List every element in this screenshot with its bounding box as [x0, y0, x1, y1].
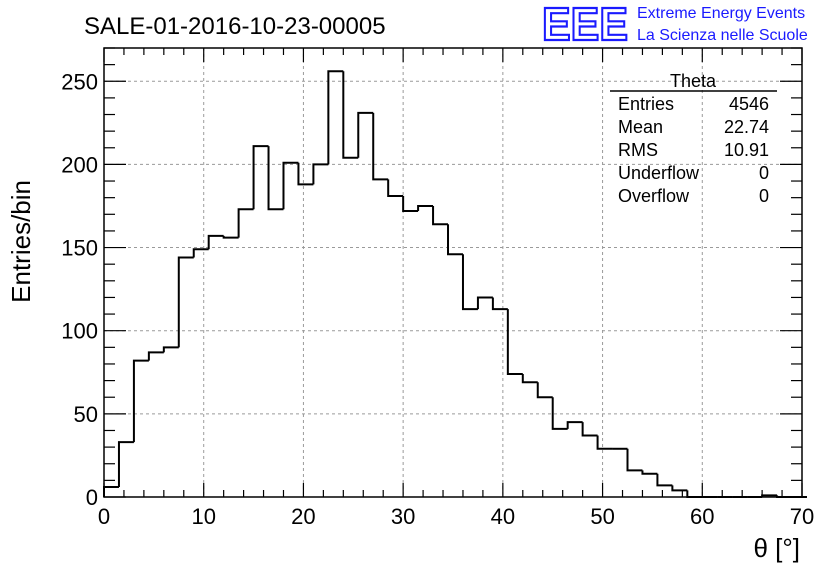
- grid-lines: [104, 48, 802, 497]
- stats-label-0: Entries: [618, 94, 674, 114]
- histogram-bin-32: [581, 422, 598, 437]
- x-tick-label-5: 50: [590, 504, 614, 529]
- histogram-bin-22: [432, 205, 449, 226]
- histogram-bin-7: [207, 234, 224, 250]
- x-tick-label-6: 60: [690, 504, 714, 529]
- stats-label-2: RMS: [618, 140, 658, 160]
- stats-label-1: Mean: [618, 117, 663, 137]
- x-axis-title: θ [°]: [753, 533, 800, 563]
- histogram-bin-10: [252, 145, 269, 210]
- stats-value-2: 10.91: [724, 140, 769, 160]
- x-tick-label-7: 70: [790, 504, 814, 529]
- stats-value-3: 0: [759, 163, 769, 183]
- x-tick-label-4: 40: [491, 504, 515, 529]
- histogram-bin-2: [132, 359, 149, 443]
- histogram-bin-31: [566, 421, 583, 429]
- histogram-bin-35: [626, 448, 643, 472]
- histogram-bin-0: [103, 486, 119, 497]
- histogram-bin-26: [491, 297, 508, 311]
- histogram-bin-24: [461, 254, 478, 311]
- histogram: [103, 70, 807, 498]
- logo-line-1: Extreme Energy Events: [637, 5, 805, 22]
- histogram-bin-23: [447, 224, 463, 256]
- y-tick-label-2: 100: [61, 319, 98, 344]
- y-tick-label-3: 150: [61, 236, 98, 261]
- histogram-bin-27: [506, 309, 523, 375]
- histogram-bin-12: [282, 161, 299, 210]
- histogram-bin-17: [357, 111, 374, 158]
- stats-box: Theta Entries 4546 Mean 22.74 RMS 10.91 Underf…: [610, 71, 777, 206]
- histogram-bin-11: [267, 146, 284, 211]
- histogram-bin-13: [297, 162, 314, 186]
- histogram-bin-5: [177, 256, 194, 348]
- histogram-bin-14: [312, 163, 329, 185]
- y-tick-label-4: 200: [61, 152, 98, 177]
- stats-label-3: Underflow: [618, 163, 700, 183]
- histogram-bin-21: [417, 204, 434, 211]
- eee-logo: EEE Extreme Energy Events La Scienza nel…: [541, 0, 808, 51]
- y-axis-title: Entries/bin: [6, 180, 36, 303]
- stats-label-4: Overflow: [618, 186, 690, 206]
- stats-value-0: 4546: [729, 94, 769, 114]
- histogram-bin-19: [387, 179, 404, 198]
- axis-ticks: [103, 47, 803, 498]
- histogram-bin-18: [372, 112, 389, 181]
- chart-title: SALE-01-2016-10-23-00005: [84, 13, 386, 40]
- histogram-bin-16: [342, 71, 359, 159]
- histogram-bin-33: [596, 435, 613, 450]
- histogram-bin-30: [551, 397, 568, 430]
- plot-frame: [103, 47, 803, 498]
- histogram-bin-39: [686, 490, 703, 498]
- histogram-bin-28: [521, 373, 538, 384]
- y-tick-label-5: 250: [61, 69, 98, 94]
- stats-rows: Entries 4546 Mean 22.74 RMS 10.91 Underflow 0 Ov…: [618, 94, 769, 206]
- histogram-bin-1: [117, 441, 134, 488]
- tick-labels: 0 10 20 30 40 50 60 70 0 50 100 150 200 250: [61, 69, 814, 529]
- logo-line-2: La Scienza nelle Scuole: [637, 27, 808, 44]
- y-tick-label-0: 0: [86, 485, 98, 510]
- histogram-bin-3: [147, 351, 164, 361]
- histogram-bin-25: [476, 296, 493, 310]
- histogram-bin-4: [162, 346, 179, 353]
- stats-value-1: 22.74: [724, 117, 769, 137]
- histogram-bin-20: [402, 196, 419, 212]
- histogram-bin-6: [192, 248, 209, 258]
- histogram-bin-15: [327, 70, 344, 165]
- histogram-bin-29: [536, 382, 553, 399]
- histogram-bin-37: [656, 473, 673, 487]
- x-tick-label-2: 20: [291, 504, 315, 529]
- logo-mark: EEE: [542, 0, 628, 50]
- x-tick-label-1: 10: [191, 504, 215, 529]
- stats-title: Theta: [670, 71, 717, 91]
- histogram-bin-9: [237, 208, 254, 238]
- x-tick-label-0: 0: [98, 504, 110, 529]
- y-tick-label-1: 50: [74, 402, 98, 427]
- histogram-bin-38: [671, 485, 688, 492]
- histogram-bin-36: [641, 470, 658, 475]
- x-tick-label-3: 30: [391, 504, 415, 529]
- plot-border: [103, 47, 803, 498]
- stats-value-4: 0: [759, 186, 769, 206]
- histogram-bin-8: [222, 235, 239, 239]
